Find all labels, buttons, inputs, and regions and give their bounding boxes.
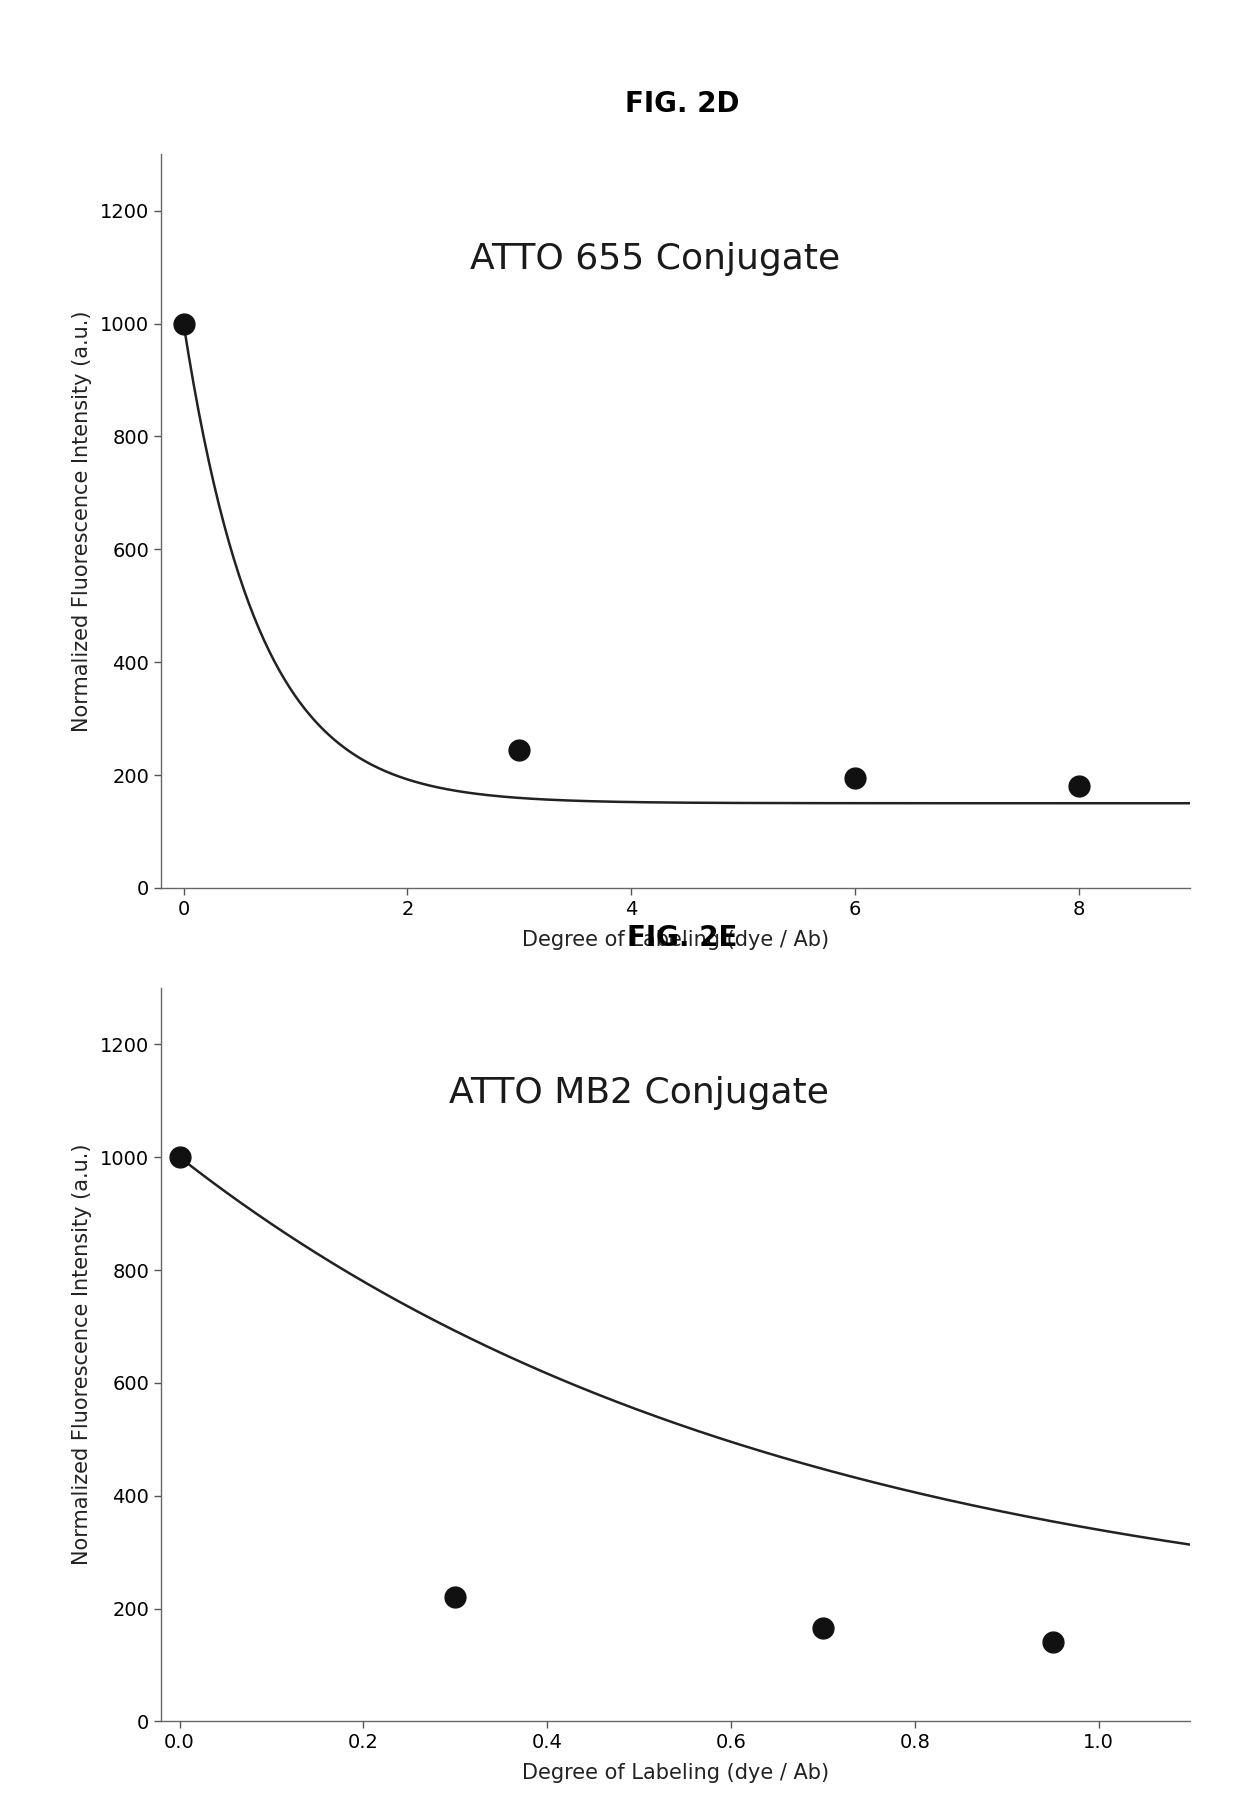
Point bbox=[170, 1143, 190, 1172]
Point bbox=[813, 1614, 833, 1643]
Text: FIG. 2E: FIG. 2E bbox=[626, 924, 738, 951]
Point bbox=[1069, 772, 1089, 801]
Point bbox=[174, 310, 193, 339]
Point bbox=[510, 736, 529, 765]
Point bbox=[445, 1582, 465, 1611]
Text: ATTO 655 Conjugate: ATTO 655 Conjugate bbox=[470, 243, 839, 277]
Point bbox=[1043, 1627, 1063, 1656]
X-axis label: Degree of Labeling (dye / Ab): Degree of Labeling (dye / Ab) bbox=[522, 930, 830, 949]
Y-axis label: Normalized Fluorescence Intensity (a.u.): Normalized Fluorescence Intensity (a.u.) bbox=[72, 1143, 92, 1566]
Text: FIG. 2D: FIG. 2D bbox=[625, 91, 739, 118]
Point bbox=[844, 763, 864, 792]
Y-axis label: Normalized Fluorescence Intensity (a.u.): Normalized Fluorescence Intensity (a.u.) bbox=[72, 310, 92, 732]
X-axis label: Degree of Labeling (dye / Ab): Degree of Labeling (dye / Ab) bbox=[522, 1763, 830, 1783]
Text: ATTO MB2 Conjugate: ATTO MB2 Conjugate bbox=[449, 1076, 830, 1111]
